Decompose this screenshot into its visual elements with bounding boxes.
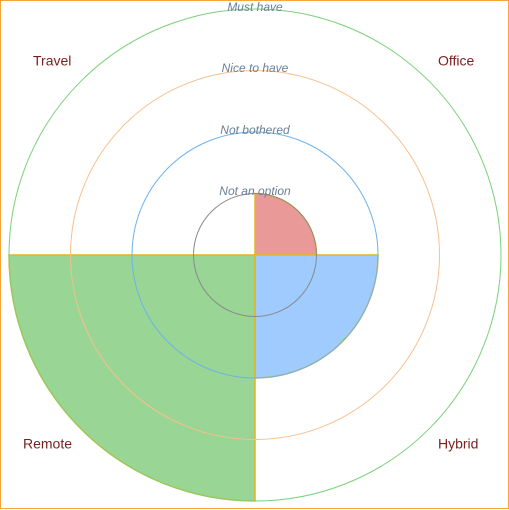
ring-not-bothered bbox=[131, 131, 379, 379]
ring-not-an-option bbox=[193, 193, 317, 317]
category-label-hybrid: Hybrid bbox=[438, 436, 478, 452]
ring-label-not-an-option: Not an option bbox=[219, 184, 291, 198]
slice-office[interactable] bbox=[254, 192, 318, 256]
category-label-office: Office bbox=[438, 53, 475, 69]
ring-nice-to-have bbox=[70, 70, 440, 440]
category-label-travel: Travel bbox=[33, 53, 71, 69]
ring-label-must-have: Must have bbox=[227, 1, 283, 14]
slices-group bbox=[8, 192, 379, 502]
slice-hybrid[interactable] bbox=[254, 254, 379, 379]
ring-label-nice-to-have: Nice to have bbox=[222, 61, 289, 75]
rings-group bbox=[8, 8, 502, 502]
category-label-remote: Remote bbox=[23, 436, 72, 452]
slice-remote[interactable] bbox=[8, 254, 256, 502]
ring-label-not-bothered: Not bothered bbox=[220, 123, 290, 137]
ring-must-have bbox=[8, 8, 502, 502]
